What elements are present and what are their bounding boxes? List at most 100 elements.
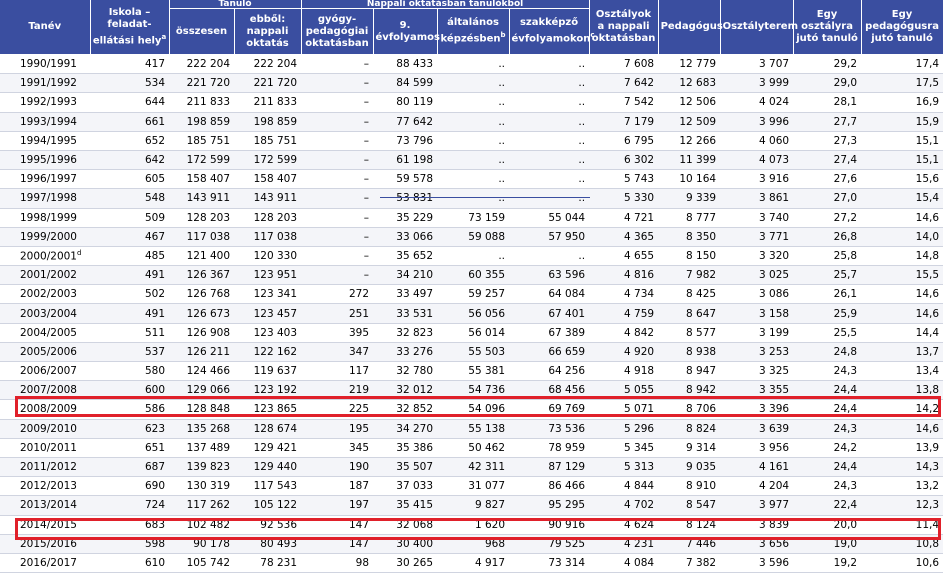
value-cell: 29,2 xyxy=(793,54,862,75)
table-row: 2015/2016 598 90 178 80 493 147 30 400 968 79 5… xyxy=(0,534,943,554)
value-cell: 4 721 xyxy=(589,208,659,228)
value-cell: 4 084 xyxy=(589,553,659,573)
header-osztalyterem: Osztályterem xyxy=(720,0,798,55)
year-cell: 2003/2004 xyxy=(0,303,90,324)
value-cell: 623 xyxy=(90,419,169,439)
year-cell: 2009/2010 xyxy=(0,419,90,439)
value-cell: 3 771 xyxy=(720,227,794,247)
value-cell: .. xyxy=(437,150,510,171)
value-cell: 117 262 xyxy=(169,495,234,516)
value-cell: 5 071 xyxy=(589,399,659,420)
value-cell: 417 xyxy=(90,54,169,75)
value-cell: 95 295 xyxy=(509,495,590,516)
table-row: 2013/2014 724 117 262 105 122 197 35 415 9 827… xyxy=(0,495,943,516)
value-cell: 73 796 xyxy=(373,131,438,151)
value-cell: 190 xyxy=(301,457,374,478)
value-cell: – xyxy=(301,265,374,286)
value-cell: 14,4 xyxy=(861,323,943,343)
value-cell: 55 503 xyxy=(437,342,510,363)
value-cell: 27,7 xyxy=(793,112,862,132)
value-cell: 123 865 xyxy=(234,399,302,420)
value-cell: 102 482 xyxy=(169,515,234,535)
value-cell: 4 655 xyxy=(589,246,659,267)
value-cell: 14,6 xyxy=(861,208,943,228)
value-cell: 123 457 xyxy=(234,303,302,324)
value-cell: 12 266 xyxy=(658,131,721,151)
value-cell: 13,7 xyxy=(861,342,943,363)
value-cell: 580 xyxy=(90,361,169,382)
value-cell: 13,8 xyxy=(861,380,943,401)
value-cell: 64 084 xyxy=(509,284,590,305)
value-cell: 13,9 xyxy=(861,438,943,458)
value-cell: 5 055 xyxy=(589,380,659,401)
value-cell: 122 162 xyxy=(234,342,302,363)
value-cell: 3 916 xyxy=(720,169,794,190)
value-cell: 67 401 xyxy=(509,303,590,324)
value-cell: .. xyxy=(509,150,590,171)
value-cell: 128 203 xyxy=(169,208,234,228)
value-cell: 33 531 xyxy=(373,303,438,324)
value-cell: 54 736 xyxy=(437,380,510,401)
header-altalanos: általános képzésbenb xyxy=(437,8,510,55)
value-cell: 128 848 xyxy=(169,399,234,420)
value-cell: 3 977 xyxy=(720,495,794,516)
year-cell: 1996/1997 xyxy=(0,169,90,190)
year-cell: 1998/1999 xyxy=(0,208,90,228)
table-row: 1998/1999 509 128 203 128 203–35 229 73 159 5… xyxy=(0,208,943,228)
value-cell: 661 xyxy=(90,112,169,132)
value-cell: 4 816 xyxy=(589,265,659,286)
value-cell: 509 xyxy=(90,208,169,228)
header-ebbol: ebből: nappali oktatás xyxy=(234,8,302,55)
value-cell: 53 831 xyxy=(373,188,438,209)
value-cell: 3 999 xyxy=(720,73,794,94)
value-cell: 7 382 xyxy=(658,553,721,573)
value-cell: 73 536 xyxy=(509,419,590,439)
value-cell: 8 350 xyxy=(658,227,721,247)
value-cell: 84 599 xyxy=(373,73,438,94)
value-cell: 105 122 xyxy=(234,495,302,516)
value-cell: 25,7 xyxy=(793,265,862,286)
value-cell: 3 861 xyxy=(720,188,794,209)
value-cell: .. xyxy=(509,131,590,151)
value-cell: 4 920 xyxy=(589,342,659,363)
value-cell: 126 211 xyxy=(169,342,234,363)
value-cell: 73 159 xyxy=(437,208,510,228)
value-cell: 56 056 xyxy=(437,303,510,324)
value-cell: 14,6 xyxy=(861,303,943,324)
value-cell: 968 xyxy=(437,534,510,554)
value-cell: 66 659 xyxy=(509,342,590,363)
value-cell: 32 823 xyxy=(373,323,438,343)
value-cell: 644 xyxy=(90,92,169,113)
value-cell: 4 842 xyxy=(589,323,659,343)
value-cell: 126 908 xyxy=(169,323,234,343)
year-cell: 2008/2009 xyxy=(0,399,90,420)
value-cell: 7 608 xyxy=(589,54,659,75)
value-cell: 14,3 xyxy=(861,457,943,478)
table-row: 2003/2004 491 126 673 123 457 251 33 531 56 05… xyxy=(0,303,943,324)
value-cell: 24,4 xyxy=(793,380,862,401)
value-cell: 4 759 xyxy=(589,303,659,324)
year-cell: 1999/2000 xyxy=(0,227,90,247)
value-cell: 128 203 xyxy=(234,208,302,228)
value-cell: .. xyxy=(437,92,510,113)
year-cell: 1993/1994 xyxy=(0,112,90,132)
value-cell: 147 xyxy=(301,515,374,535)
value-cell: 491 xyxy=(90,265,169,286)
table-row: 2014/2015 683 102 482 92 536 147 32 068 1 620 9… xyxy=(0,515,943,535)
year-cell: 2006/2007 xyxy=(0,361,90,382)
value-cell: 128 674 xyxy=(234,419,302,439)
value-cell: 272 xyxy=(301,284,374,305)
value-cell: 34 210 xyxy=(373,265,438,286)
value-cell: 652 xyxy=(90,131,169,151)
value-cell: .. xyxy=(437,73,510,94)
table-row: 2008/2009 586 128 848 123 865 225 32 852 54 09… xyxy=(0,399,943,420)
header-iskola: Iskola – feladat-ellátási helya xyxy=(90,0,170,55)
value-cell: 35 229 xyxy=(373,208,438,228)
header-pedagogus: Pedagógus xyxy=(658,0,723,55)
value-cell: 90 178 xyxy=(169,534,234,554)
value-cell: 35 386 xyxy=(373,438,438,458)
value-cell: 211 833 xyxy=(169,92,234,113)
value-cell: 15,1 xyxy=(861,150,943,171)
table-row: 1990/1991 417 222 204 222 204–88 433.... 7 6… xyxy=(0,54,943,75)
